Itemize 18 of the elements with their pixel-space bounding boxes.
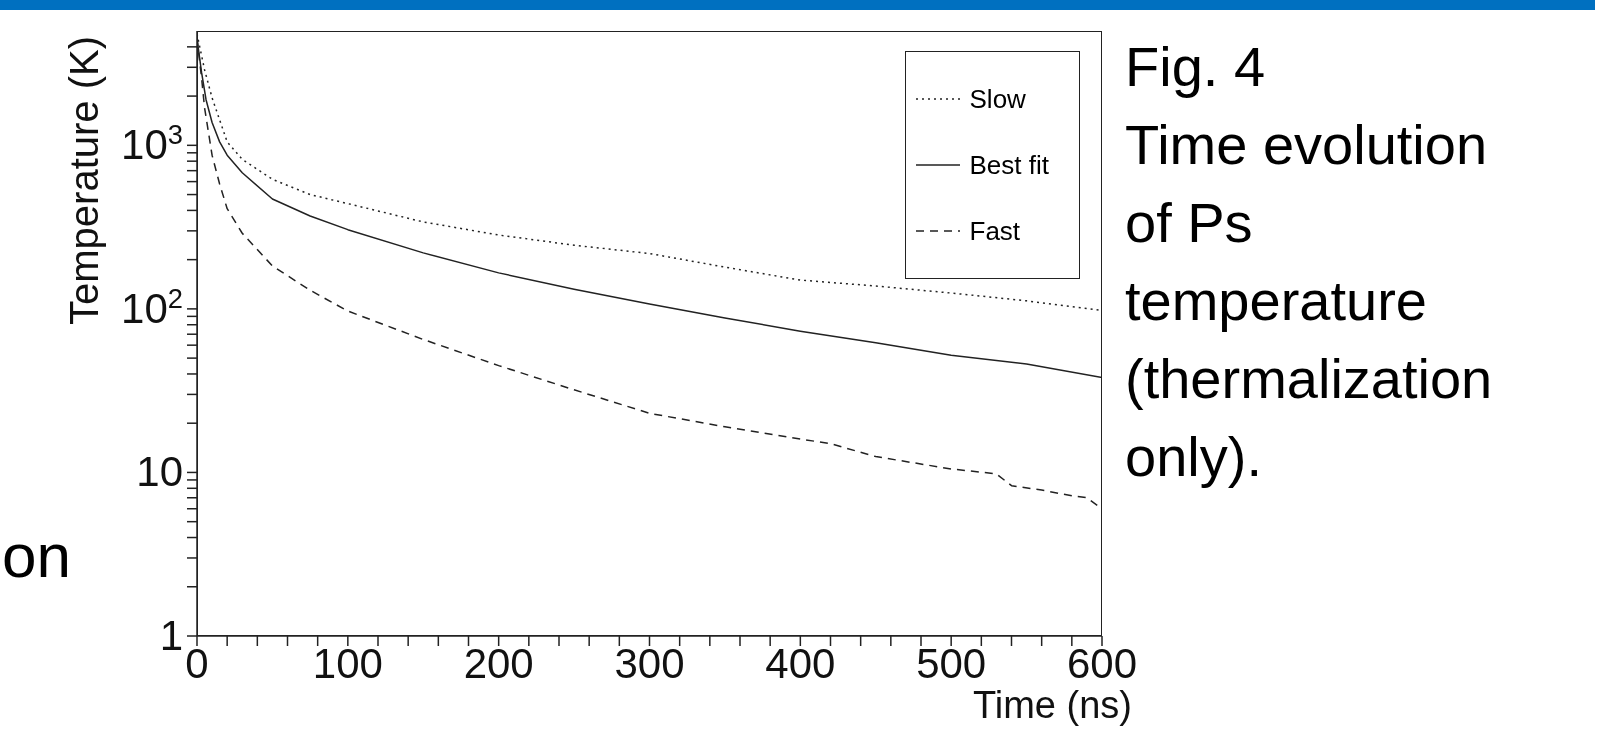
y-axis-title: Temperature (K): [62, 36, 107, 325]
y-tick-label: 1: [159, 612, 183, 659]
x-axis-title: Time (ns): [972, 684, 1132, 727]
legend-label: Slow: [969, 83, 1026, 115]
x-tick-label: 400: [765, 640, 836, 687]
y-tick-label: 10$^{3}$: [121, 118, 183, 169]
legend-label: Best fit: [969, 149, 1049, 181]
x-tick-label: 100: [312, 640, 383, 687]
y-tick-label: 10: [136, 448, 183, 496]
x-tick-label: 200: [463, 640, 534, 687]
x-tick-label: 500: [916, 640, 987, 687]
text: on: [2, 520, 71, 591]
x-tick-label: 0: [185, 640, 209, 687]
y-tick-label: 10$^{2}$: [121, 282, 183, 332]
caption: Fig. 4 Time evolution of Ps temperature (thermalization only).: [1125, 34, 1493, 490]
legend-label: Fast: [969, 215, 1021, 247]
x-tick-label: 300: [614, 640, 685, 687]
x-tick-label: 600: [1066, 640, 1138, 687]
